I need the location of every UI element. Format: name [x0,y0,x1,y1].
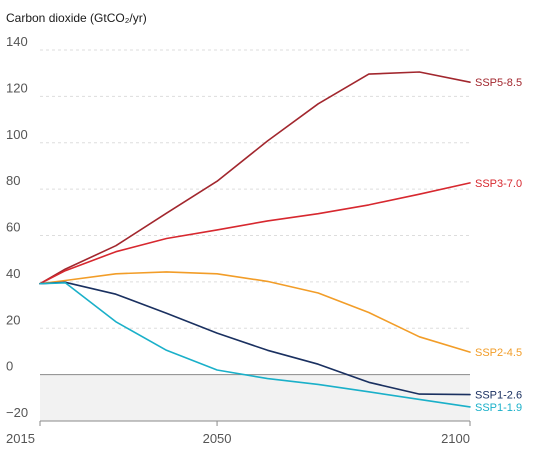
y-tick-label-3: 80 [6,173,20,188]
x-axis-ticks: 2015 2050 2100 [6,421,471,446]
series-line-SSP5-8.5 [39,71,471,285]
series-line-SSP3-7.0 [39,182,471,285]
series-line-SSP1-1.9 [39,281,471,408]
y-tick-label-1: 120 [6,80,28,95]
x-tick-label-0: 2015 [6,431,35,446]
negative-region-shading [40,374,470,421]
y-tick-label-7: 0 [6,359,13,374]
y-tick-label-0: 140 [6,34,28,49]
y-tick-label-2: 100 [6,127,28,142]
gridlines [40,49,470,422]
series-lines [39,71,471,408]
y-axis-ticks: 140 120 100 80 60 40 20 0 −20 [6,34,28,420]
y-tick-label-5: 40 [6,266,20,281]
series-line-SSP2-4.5 [39,271,471,353]
y-tick-label-4: 60 [6,220,20,235]
x-tick-label-2: 2100 [441,431,470,446]
series-label-SSP3-7.0: SSP3-7.0 [475,178,522,190]
series-line-SSP1-2.6 [39,281,471,396]
y-tick-label-8: −20 [6,405,28,420]
x-tick-label-1: 2050 [203,431,232,446]
y-tick-label-6: 20 [6,312,20,327]
series-label-SSP1-2.6: SSP1-2.6 [475,390,522,402]
chart-title: Carbon dioxide (GtCO₂/yr) [6,11,147,25]
series-label-SSP1-1.9: SSP1-1.9 [475,402,522,414]
series-label-SSP2-4.5: SSP2-4.5 [475,347,522,359]
series-label-SSP5-8.5: SSP5-8.5 [475,77,522,89]
